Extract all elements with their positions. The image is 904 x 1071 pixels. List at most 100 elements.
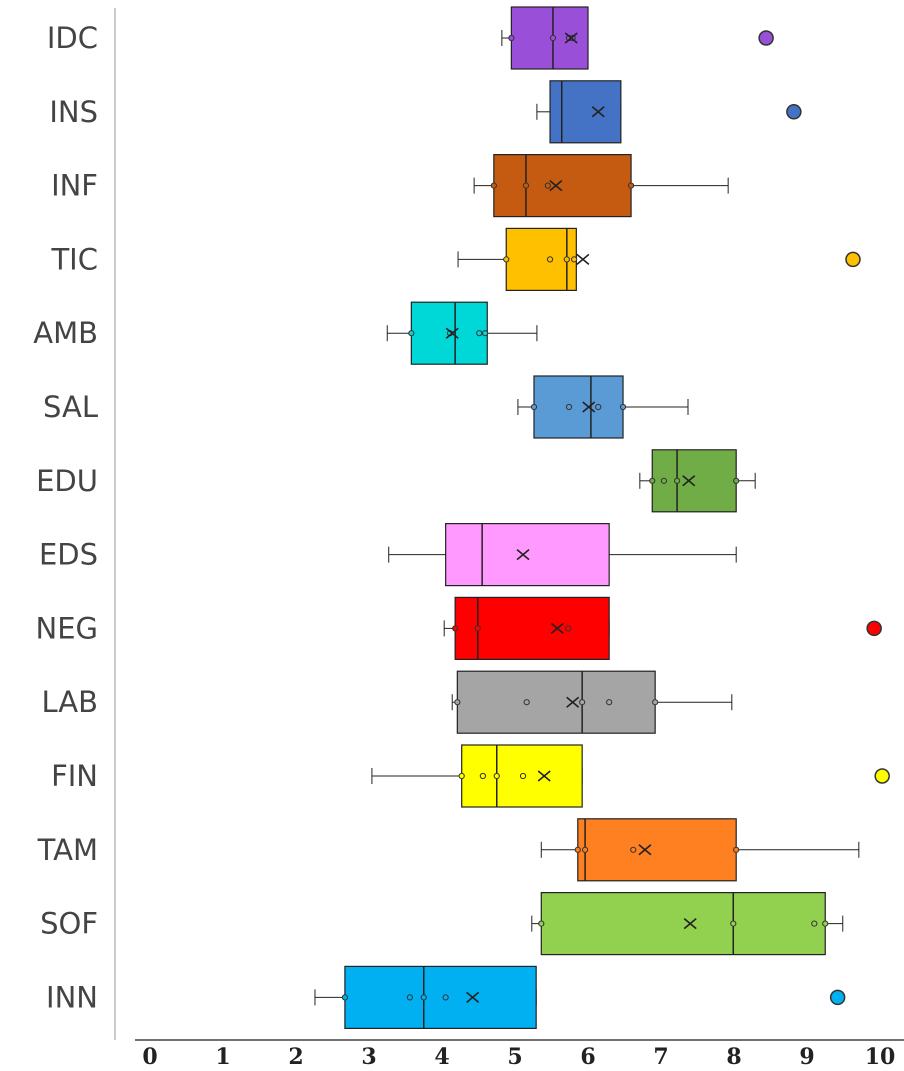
point	[341, 994, 349, 1001]
category-label: AMB	[33, 316, 98, 350]
point	[606, 699, 613, 706]
category-label: LAB	[41, 685, 98, 719]
x-tick-label: 5	[507, 1044, 522, 1070]
box	[445, 522, 610, 587]
point	[546, 256, 554, 263]
point	[452, 625, 459, 632]
box	[456, 670, 656, 734]
mean-marker	[566, 696, 580, 708]
point	[549, 34, 557, 42]
point	[519, 772, 527, 780]
x-tick-label: 10	[865, 1044, 896, 1070]
x-tick-label: 3	[361, 1044, 376, 1070]
outlier	[874, 768, 890, 784]
mean-marker	[591, 106, 605, 118]
category-label: INS	[49, 95, 98, 129]
category-label: NEG	[36, 611, 99, 645]
point	[652, 699, 659, 706]
mean-marker	[564, 32, 578, 44]
point	[733, 846, 740, 853]
category-label: TAM	[37, 833, 98, 867]
mean-marker	[550, 622, 564, 635]
outlier	[845, 251, 861, 268]
point	[563, 256, 570, 263]
point	[523, 699, 530, 706]
point	[574, 846, 581, 853]
x-tick-label: 0	[142, 1044, 157, 1070]
point	[474, 625, 481, 632]
mean-marker	[582, 401, 596, 413]
point	[530, 403, 538, 411]
mean-marker	[516, 548, 530, 561]
point	[571, 256, 578, 263]
point	[627, 182, 635, 189]
x-tick-label: 9	[799, 1044, 814, 1070]
box	[493, 154, 632, 218]
box	[344, 965, 537, 1030]
point	[544, 182, 551, 189]
point	[442, 994, 449, 1001]
point	[581, 846, 589, 853]
category-label: EDS	[39, 538, 98, 572]
mean-marker	[466, 991, 480, 1004]
point	[619, 403, 627, 411]
category-label: TIC	[50, 242, 98, 276]
outlier	[866, 620, 882, 637]
point	[660, 477, 668, 484]
box	[510, 6, 589, 70]
point	[579, 699, 586, 706]
x-tick-label: 4	[434, 1044, 449, 1070]
mean-marker	[537, 770, 551, 782]
outlier	[786, 104, 802, 120]
point	[630, 846, 637, 853]
category-label: IDC	[47, 21, 98, 55]
point	[673, 477, 681, 484]
point	[649, 477, 656, 484]
x-tick-label: 6	[580, 1044, 595, 1070]
category-label: EDU	[36, 464, 98, 498]
point	[811, 920, 818, 927]
x-tick-label: 7	[653, 1044, 668, 1070]
mean-marker	[682, 475, 696, 487]
point	[730, 920, 737, 927]
category-label: FIN	[51, 759, 98, 793]
point	[522, 182, 530, 189]
point	[565, 403, 573, 411]
x-tick-label: 8	[726, 1044, 741, 1070]
point	[503, 256, 510, 263]
mean-marker	[576, 253, 590, 266]
box	[549, 80, 622, 144]
outlier	[758, 30, 774, 46]
box	[577, 818, 737, 882]
x-tick-label: 1	[215, 1044, 230, 1070]
mean-marker	[445, 327, 459, 339]
box	[533, 375, 624, 439]
point	[565, 625, 572, 632]
category-label: INF	[51, 169, 98, 203]
mean-marker	[638, 844, 652, 856]
point	[454, 699, 461, 706]
mean-marker	[683, 917, 697, 930]
point	[822, 920, 829, 927]
box	[540, 891, 826, 956]
point	[595, 403, 602, 411]
point	[458, 772, 465, 780]
category-label: INN	[46, 980, 98, 1014]
point	[508, 34, 515, 42]
x-tick-label: 2	[288, 1044, 303, 1070]
point	[733, 477, 740, 484]
point	[408, 330, 415, 337]
outlier	[829, 989, 846, 1006]
category-label: SOF	[40, 907, 98, 941]
point	[481, 330, 489, 337]
mean-marker	[549, 179, 563, 192]
point	[476, 330, 483, 337]
point	[538, 920, 545, 927]
category-label: SAL	[43, 390, 98, 424]
point	[490, 182, 497, 189]
point	[493, 772, 500, 780]
point	[420, 994, 427, 1001]
point	[479, 772, 486, 780]
point	[406, 994, 413, 1001]
